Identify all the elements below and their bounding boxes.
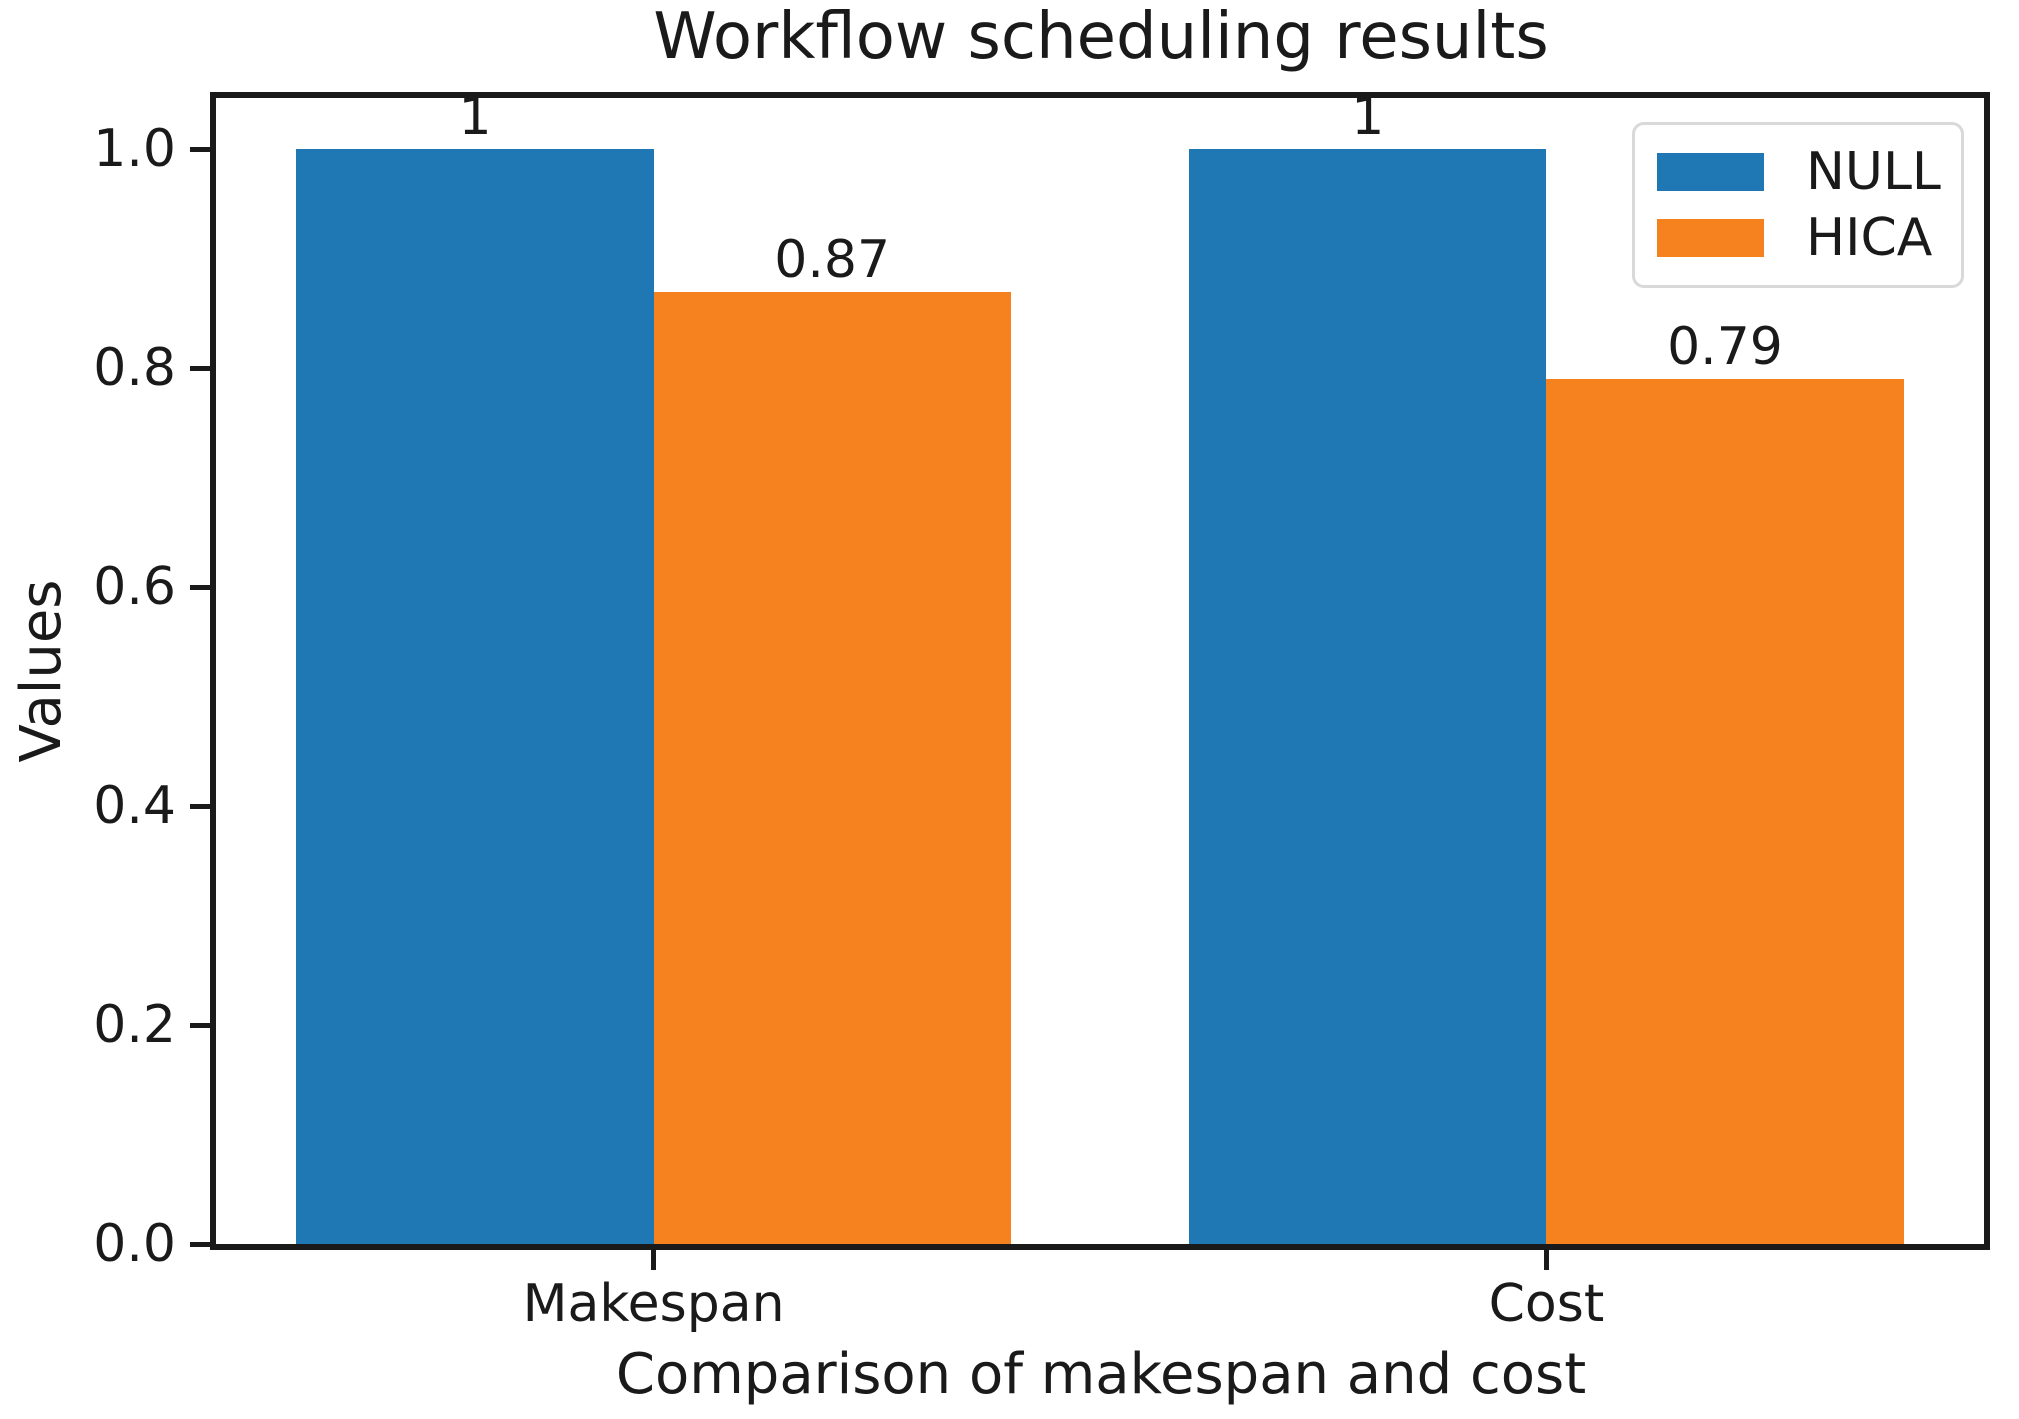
y-tick-label: 0.8: [93, 338, 176, 399]
y-tick-label: 0.4: [93, 776, 176, 837]
x-tick-mark: [651, 1250, 657, 1270]
legend-item-hica: HICA: [1657, 212, 1939, 264]
y-tick-mark: [190, 1022, 210, 1028]
y-tick-mark: [190, 1241, 210, 1247]
x-category-label: Cost: [1488, 1274, 1605, 1334]
legend-label-hica: HICA: [1806, 208, 1933, 269]
y-tick-mark: [190, 803, 210, 809]
bar-null-cost: [1189, 149, 1547, 1244]
y-tick-mark: [190, 365, 210, 371]
bar-value-label: 1: [458, 87, 492, 148]
bar-null-makespan: [296, 149, 654, 1244]
chart-title: Workflow scheduling results: [653, 0, 1549, 74]
y-tick-label: 0.2: [93, 995, 176, 1056]
bar-value-label: 0.87: [774, 229, 891, 290]
legend-item-null: NULL: [1657, 141, 1941, 202]
x-category-label: Makespan: [522, 1274, 785, 1334]
bar-value-label: 0.79: [1667, 317, 1783, 378]
plot-inner: 1 0.87 1 0.79: [216, 91, 1984, 1244]
legend-label-null: NULL: [1806, 141, 1941, 202]
x-axis-label: Comparison of makespan and cost: [615, 1342, 1587, 1407]
bar-value-label: 1: [1351, 87, 1385, 148]
y-tick-mark: [190, 584, 210, 590]
legend-swatch-null: [1657, 152, 1764, 191]
y-tick-label: 1.0: [93, 119, 176, 180]
legend: NULL HICA: [1632, 122, 1964, 288]
x-tick-mark: [1543, 1250, 1549, 1270]
legend-swatch-hica: [1657, 219, 1764, 258]
y-axis-label: Values: [9, 579, 75, 763]
bar-hica-cost: [1546, 379, 1904, 1244]
y-tick-mark: [190, 146, 210, 152]
y-tick-label: 0.0: [93, 1214, 176, 1274]
bar-hica-makespan: [653, 291, 1011, 1244]
y-tick-label: 0.6: [93, 557, 176, 618]
